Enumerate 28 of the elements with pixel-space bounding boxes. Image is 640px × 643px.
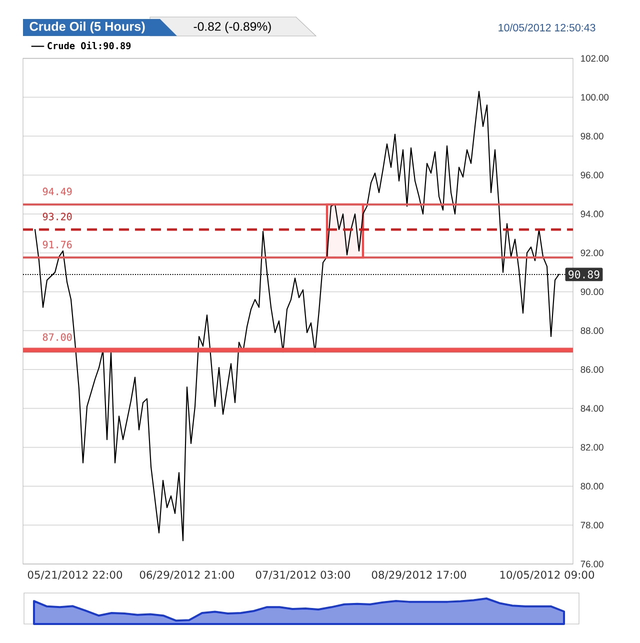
ref-line-label: 93.20 [42,212,72,220]
y-tick-label: 100.00 [581,94,609,101]
x-tick-label: 07/31/2012 03:00 [256,570,350,580]
y-tick-label: 98.00 [580,132,604,140]
ref-line-label: 87.00 [42,333,72,341]
x-tick-label: 10/05/2012 09:00 [500,570,594,580]
y-tick-label: 88.00 [580,327,604,334]
y-tick-label: 80.00 [580,482,604,490]
text: 10/05/2012 12:50:43 [498,24,596,32]
legend-label: Crude Oil:90.89 [48,42,131,50]
y-tick-label: 76.00 [580,560,604,568]
x-tick-label: 05/21/2012 22:00 [28,570,122,580]
y-tick-label: 94.00 [580,210,604,218]
y-tick-label: 102.00 [581,55,609,62]
x-tick-label: 06/29/2012 21:00 [140,570,234,580]
y-tick-label: 92.00 [580,250,604,256]
y-tick-label: 96.00 [580,172,604,178]
y-tick-label: 90.00 [580,288,604,296]
y-tick-label: 84.00 [580,405,604,412]
ref-line-label: 91.76 [42,240,72,248]
chart-subtitle: -0.82 (-0.89%) [194,22,271,34]
ref-line-label: 94.49 [42,188,72,196]
y-tick-label: 78.00 [580,522,604,528]
y-tick-label: 86.00 [580,366,604,373]
ref-line-label: 90.89 [568,270,600,278]
chart-title: Crude Oil (5 Hours) [30,22,145,34]
x-tick-label: 08/29/2012 17:00 [372,570,466,580]
y-tick-label: 82.00 [580,444,604,451]
